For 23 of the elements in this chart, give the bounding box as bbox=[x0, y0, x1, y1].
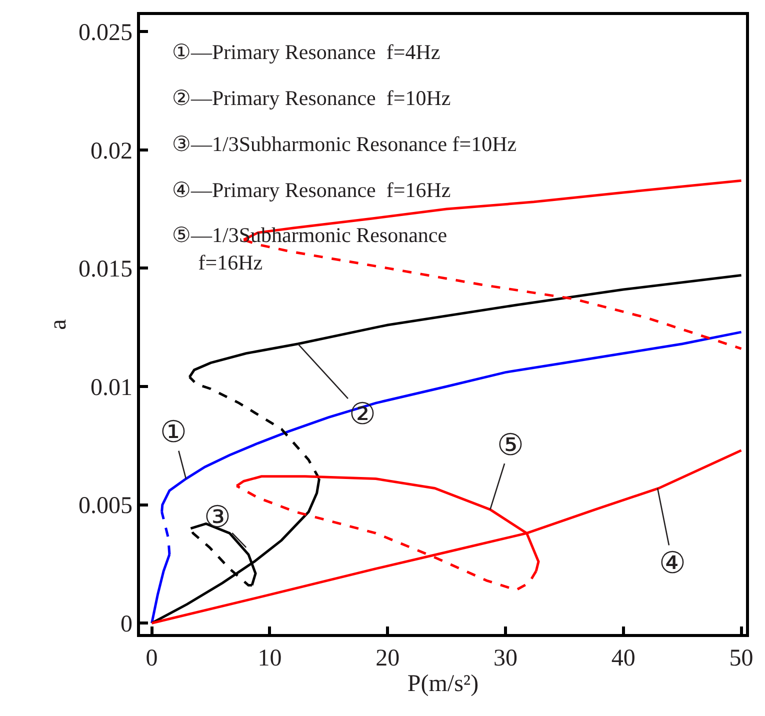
y-tick-label: 0.01 bbox=[90, 374, 132, 401]
y-tick-label: 0.02 bbox=[90, 138, 132, 164]
x-tick-label: 20 bbox=[376, 646, 400, 672]
annotation: ①—Primary Resonance f=4Hz bbox=[172, 40, 440, 64]
x-tick-label: 50 bbox=[729, 646, 754, 672]
y-tick-label: 0.025 bbox=[78, 20, 132, 46]
x-tick-label: 30 bbox=[493, 646, 518, 672]
annotation: ① bbox=[160, 416, 187, 449]
annotation: ③ bbox=[204, 501, 231, 534]
y-tick-label: 0 bbox=[120, 612, 132, 638]
annotation: ② bbox=[349, 398, 376, 431]
x-axis-title: P(m/s²) bbox=[407, 670, 479, 697]
annotation: ⑤ bbox=[497, 429, 524, 462]
annotation: ②—Primary Resonance f=10Hz bbox=[172, 86, 451, 110]
y-tick-label: 0.015 bbox=[78, 256, 132, 283]
annotation: ③—1/3Subharmonic Resonance f=10Hz bbox=[172, 132, 517, 156]
x-tick-label: 10 bbox=[258, 646, 282, 672]
annotation: ④—Primary Resonance f=16Hz bbox=[172, 178, 451, 202]
y-tick-label: 0.005 bbox=[78, 493, 132, 520]
y-axis-title: a bbox=[46, 318, 72, 330]
annotation: ④ bbox=[659, 547, 686, 580]
x-tick-label: 0 bbox=[146, 646, 158, 672]
x-tick-label: 40 bbox=[611, 646, 636, 672]
